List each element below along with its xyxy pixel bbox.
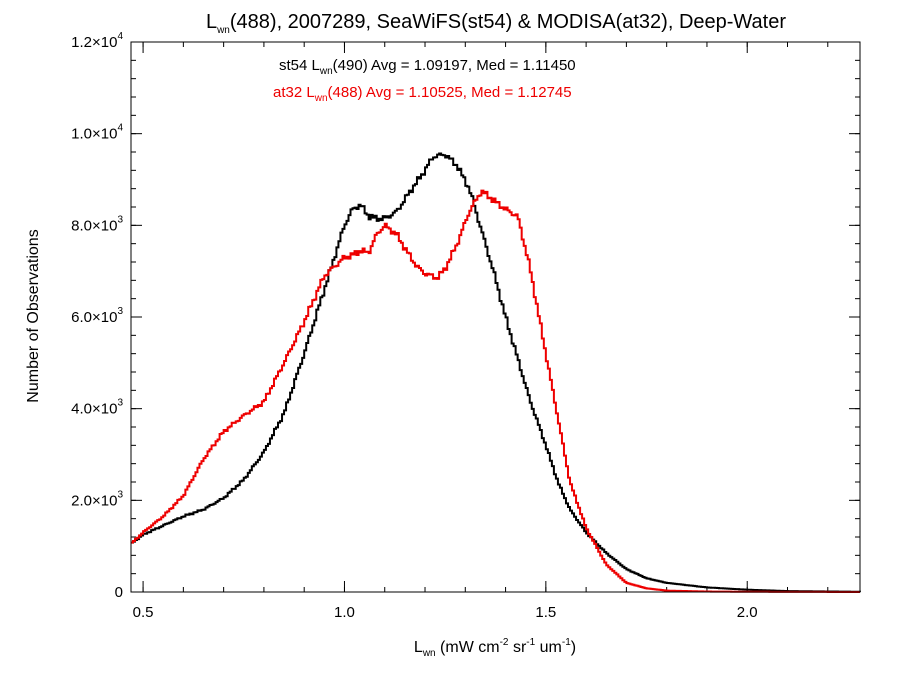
y-tick-label: 0 xyxy=(115,584,123,601)
y-tick-label: 4.0×103 xyxy=(71,398,123,418)
data-series xyxy=(131,152,861,593)
chart-title: Lwn(488), 2007289, SeaWiFS(st54) & MODIS… xyxy=(206,11,786,36)
y-tick-label: 6.0×103 xyxy=(71,306,123,326)
y-tick-label: 1.0×104 xyxy=(71,123,123,143)
plot-frame xyxy=(130,41,861,593)
y-tick-label: 2.0×103 xyxy=(71,489,123,509)
x-tick-label: 1.0 xyxy=(334,604,355,621)
legend-at32: at32 Lwn(488) Avg = 1.10525, Med = 1.127… xyxy=(273,84,572,104)
x-tick-label: 1.5 xyxy=(535,604,556,621)
series-st54-line xyxy=(131,152,861,593)
y-tick-label: 1.2×104 xyxy=(71,31,123,51)
y-tick-label: 8.0×103 xyxy=(71,214,123,234)
series-at32-line xyxy=(131,189,860,593)
y-axis-label: Number of Observations xyxy=(25,229,42,402)
axis-ticks: 0.5 1.0 1.5 2.0 0 2.0×103 4.0×103 6.0×103 8.0×10… xyxy=(71,31,860,621)
x-axis-label: Lwn (mW cm-2 sr-1 um-1) xyxy=(414,637,576,659)
legend-st54: st54 Lwn(490) Avg = 1.09197, Med = 1.114… xyxy=(279,57,576,77)
x-tick-label: 2.0 xyxy=(737,604,758,621)
x-tick-label: 0.5 xyxy=(133,604,154,621)
